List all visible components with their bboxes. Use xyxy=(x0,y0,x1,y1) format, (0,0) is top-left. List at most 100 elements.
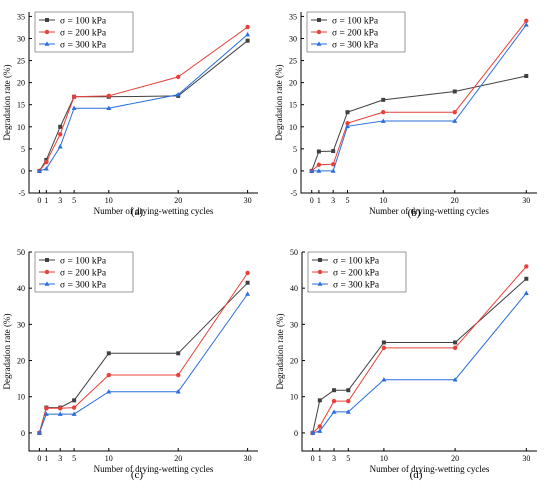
data-point xyxy=(381,97,386,102)
data-point xyxy=(345,121,350,126)
legend: σ = 100 kPa σ = 200 kPa σ = 300 kPa xyxy=(34,11,134,53)
data-point xyxy=(317,428,323,433)
data-point xyxy=(346,388,351,393)
y-tick-label: 15 xyxy=(17,101,25,110)
data-point xyxy=(381,110,386,115)
x-tick-label: 10 xyxy=(105,454,113,463)
data-point xyxy=(43,411,49,416)
data-point xyxy=(332,388,337,393)
y-tick-label: 15 xyxy=(289,101,297,110)
x-tick-label: 1 xyxy=(317,196,321,205)
panel-label: (b) xyxy=(408,207,421,219)
data-point xyxy=(453,340,458,345)
x-tick-label: 5 xyxy=(72,454,76,463)
legend: σ = 100 kPa σ = 200 kPa σ = 300 kPa xyxy=(307,251,407,293)
legend-marker xyxy=(316,29,322,35)
y-axis-label: Degradation rate (%) xyxy=(2,314,12,390)
y-tick-label: 10 xyxy=(17,123,25,132)
y-tick-label: 50 xyxy=(290,248,298,257)
x-tick-label: 10 xyxy=(105,196,113,205)
y-axis-label: Degradation rate (%) xyxy=(2,65,12,141)
y-tick-label: 10 xyxy=(17,393,25,402)
series-1 xyxy=(309,74,529,173)
series-3 xyxy=(309,22,529,173)
data-point xyxy=(331,149,336,154)
data-point xyxy=(245,38,250,43)
data-point xyxy=(72,398,77,403)
y-tick-label: 20 xyxy=(290,357,298,366)
x-tick-label: 30 xyxy=(522,196,530,205)
data-point xyxy=(316,162,322,167)
data-point xyxy=(245,24,250,30)
x-tick-label: 0 xyxy=(37,454,41,463)
series-3 xyxy=(36,31,251,173)
x-tick-label: 20 xyxy=(451,454,459,463)
x-tick-label: 30 xyxy=(244,196,252,205)
series-line xyxy=(312,292,527,434)
y-tick-label: 10 xyxy=(289,123,297,132)
data-point xyxy=(175,389,181,394)
y-tick-label: 20 xyxy=(289,79,297,88)
x-tick-label: 0 xyxy=(311,454,315,463)
data-point xyxy=(317,398,322,403)
data-point xyxy=(57,411,63,416)
y-axis-label: Degradation rate (%) xyxy=(275,314,285,390)
panel-label: (c) xyxy=(131,469,144,481)
legend-entry: σ = 100 kPa xyxy=(60,17,107,27)
data-point xyxy=(380,118,386,123)
x-tick-label: 1 xyxy=(318,454,322,463)
data-point xyxy=(44,406,49,411)
data-point xyxy=(58,124,63,129)
legend-entry: σ = 200 kPa xyxy=(60,29,107,39)
legend-entry: σ = 100 kPa xyxy=(332,17,379,27)
x-tick-label: 0 xyxy=(37,196,41,205)
data-point xyxy=(345,110,350,115)
data-point xyxy=(106,93,112,99)
data-point xyxy=(523,290,529,296)
legend-entry: σ = 200 kPa xyxy=(332,29,379,39)
data-point xyxy=(71,94,77,99)
legend-marker xyxy=(318,258,322,262)
y-tick-label: 10 xyxy=(290,393,298,402)
y-tick-label: 25 xyxy=(289,57,297,66)
x-tick-label: 30 xyxy=(244,454,252,463)
y-tick-label: 35 xyxy=(289,12,297,21)
x-tick-label: 3 xyxy=(58,454,62,463)
data-point xyxy=(175,74,181,80)
x-tick-label: 3 xyxy=(332,454,336,463)
data-point xyxy=(175,372,181,378)
legend-marker xyxy=(316,41,322,46)
data-point xyxy=(317,424,323,429)
legend-marker xyxy=(45,258,49,262)
data-point xyxy=(44,157,49,162)
data-point xyxy=(452,377,458,382)
series-line xyxy=(312,278,527,434)
data-point xyxy=(245,31,251,37)
data-point xyxy=(310,430,316,435)
x-axis-label: Number of drying-wetting cycles xyxy=(94,464,214,474)
data-point xyxy=(452,89,457,94)
y-tick-label: 30 xyxy=(17,320,25,329)
axis-frame xyxy=(28,252,258,452)
y-tick-label: 30 xyxy=(17,34,25,43)
panel-label: (a) xyxy=(131,206,144,218)
y-tick-label: 25 xyxy=(17,57,25,66)
x-tick-label: 30 xyxy=(522,454,530,463)
data-point xyxy=(524,74,529,79)
x-tick-label: 5 xyxy=(72,196,76,205)
y-tick-label: 0 xyxy=(21,167,25,176)
data-point xyxy=(44,159,49,165)
y-axis-label: Degradation rate (%) xyxy=(274,65,284,141)
data-point xyxy=(175,91,181,97)
legend-entry: σ = 300 kPa xyxy=(332,41,379,51)
y-tick-label: -5 xyxy=(18,189,25,198)
series-1 xyxy=(310,276,529,435)
legend-entry: σ = 200 kPa xyxy=(60,269,107,279)
y-tick-label: 30 xyxy=(289,34,297,43)
series-3 xyxy=(36,291,251,435)
y-tick-label: 20 xyxy=(17,79,25,88)
series-line xyxy=(38,282,248,434)
data-point xyxy=(381,340,386,345)
data-point xyxy=(36,430,42,435)
